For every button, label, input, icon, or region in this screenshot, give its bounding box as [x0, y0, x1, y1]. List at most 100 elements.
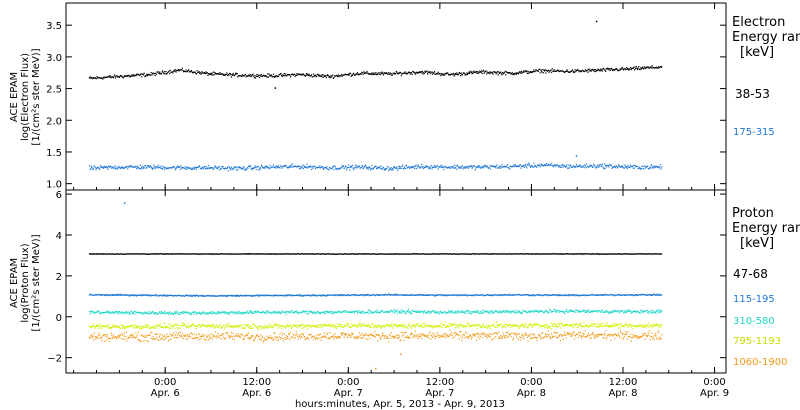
data-point: [295, 295, 297, 297]
data-point: [495, 294, 497, 296]
data-point: [622, 68, 624, 70]
data-point: [516, 72, 518, 74]
data-point: [173, 324, 175, 326]
data-point: [451, 73, 453, 75]
data-point: [101, 312, 103, 314]
data-point: [551, 311, 553, 313]
data-point: [355, 164, 357, 166]
data-point: [227, 322, 229, 324]
data-point: [276, 312, 278, 314]
data-point: [133, 166, 135, 168]
data-point: [470, 166, 472, 168]
data-point: [563, 253, 565, 255]
data-point: [635, 294, 637, 296]
data-point: [153, 312, 155, 314]
data-point: [607, 311, 609, 313]
data-point: [519, 310, 521, 312]
data-point: [488, 167, 490, 169]
data-point: [202, 295, 204, 297]
data-point: [533, 253, 535, 255]
data-point: [378, 166, 380, 168]
data-point: [600, 311, 602, 313]
data-point: [448, 294, 450, 296]
data-point: [208, 325, 210, 328]
data-point: [561, 70, 563, 72]
data-point: [386, 168, 388, 170]
data-point: [488, 71, 490, 73]
data-point: [563, 164, 565, 166]
data-point: [162, 253, 164, 255]
data-point: [273, 295, 275, 297]
data-point: [218, 312, 220, 314]
data-point: [631, 311, 634, 313]
data-point: [148, 312, 150, 314]
data-point: [588, 70, 590, 72]
data-point: [527, 294, 529, 296]
data-point: [161, 168, 163, 170]
data-point: [321, 74, 324, 76]
data-point: [519, 312, 521, 314]
data-point: [601, 163, 604, 165]
data-point: [518, 165, 520, 167]
data-point: [202, 167, 204, 169]
data-point: [631, 294, 633, 296]
data-point: [478, 166, 480, 168]
data-point: [218, 73, 220, 75]
data-point: [211, 72, 213, 74]
data-point: [639, 312, 641, 314]
data-point: [152, 253, 154, 255]
data-point: [624, 68, 627, 70]
data-point: [370, 325, 373, 327]
data-point: [253, 295, 255, 297]
data-point: [111, 167, 113, 169]
data-point: [360, 294, 362, 296]
data-point: [524, 311, 527, 313]
data-point: [240, 313, 242, 315]
data-point: [136, 294, 138, 296]
data-point: [290, 311, 292, 313]
data-point: [313, 75, 315, 77]
data-point: [373, 325, 375, 327]
data-point: [130, 310, 133, 312]
data-point: [295, 165, 297, 167]
data-point: [540, 164, 542, 166]
data-point: [642, 310, 644, 312]
data-point: [460, 167, 462, 169]
data-point: [181, 167, 183, 169]
data-point: [440, 164, 442, 166]
data-point: [491, 312, 493, 314]
data-point: [363, 72, 366, 75]
data-point: [427, 72, 429, 74]
data-point: [260, 75, 262, 77]
data-point: [365, 72, 367, 74]
data-point: [148, 325, 150, 327]
data-point: [349, 169, 351, 171]
data-point: [321, 166, 323, 168]
data-point: [267, 166, 269, 168]
data-point: [142, 327, 144, 329]
data-point: [556, 164, 558, 166]
data-point: [241, 253, 243, 255]
data-point: [572, 166, 574, 168]
data-point: [406, 253, 408, 255]
data-point: [505, 166, 507, 168]
data-point: [301, 295, 303, 297]
data-point: [265, 310, 267, 312]
data-point: [151, 167, 153, 169]
data-point: [372, 168, 374, 170]
data-point: [544, 253, 546, 255]
data-point: [244, 169, 246, 171]
data-point: [444, 311, 446, 313]
data-point: [624, 310, 626, 312]
data-point: [187, 70, 189, 72]
data-point: [232, 311, 234, 313]
data-point: [337, 253, 339, 255]
data-point: [218, 326, 220, 328]
data-point: [100, 294, 102, 297]
data-point: [470, 313, 472, 315]
data-point: [582, 294, 584, 296]
data-point: [323, 253, 325, 255]
data-point: [512, 165, 514, 167]
data-point: [237, 75, 239, 77]
data-point: [237, 312, 239, 314]
